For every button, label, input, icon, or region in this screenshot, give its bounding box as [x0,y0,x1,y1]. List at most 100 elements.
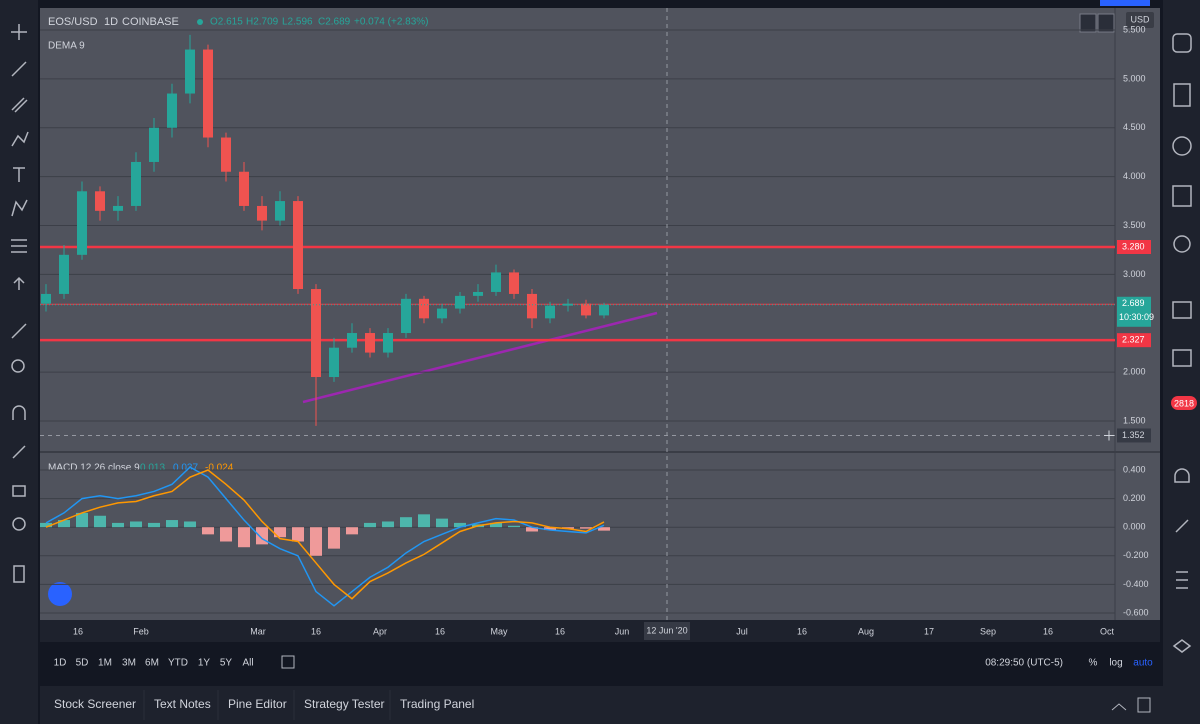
messages-button[interactable] [1172,349,1192,367]
forecast-tool[interactable] [11,239,27,253]
macd-histogram-bar [94,515,106,528]
watchlist-button[interactable] [1172,33,1192,53]
macd-histogram-bar [292,527,304,542]
layers-button[interactable] [1172,639,1192,653]
candle-body [437,308,447,319]
hotlist-button[interactable] [1176,571,1188,589]
timeframe-button[interactable]: 5Y [220,658,233,669]
zoom-tool[interactable] [11,359,25,373]
candle-body [95,191,105,211]
currency-box[interactable] [1126,12,1154,28]
macd-histogram-bar [148,522,160,528]
pattern-tool[interactable] [11,199,28,217]
timeframe-button[interactable]: 1Y [198,658,211,669]
timeframe-button[interactable]: 1D [54,658,67,669]
bottom-tab[interactable]: Strategy Tester [304,697,384,711]
fib-tool[interactable] [11,97,28,113]
macd-histogram-bar [184,521,196,528]
badge [1171,396,1197,410]
bottom-tab[interactable]: Stock Screener [54,697,136,711]
top-accent [1100,0,1150,6]
text-tool[interactable] [13,167,25,182]
crosshair-date-box [644,622,690,640]
macd-tick-label: 0.000 [1123,522,1146,532]
bottom-tab[interactable]: Text Notes [154,697,211,711]
macd-histogram-bar [112,522,124,528]
candle-body [509,272,519,294]
price-tick-label: 3.000 [1123,269,1146,279]
timeframe-button[interactable]: All [242,658,253,669]
timeframe-button[interactable]: YTD [168,658,188,669]
macd-histogram-bar [526,527,538,532]
market-status [197,19,203,25]
scale-option[interactable]: % [1089,658,1098,669]
countdown: 10:30:09 [1119,312,1154,322]
price-tick-label: 5.500 [1123,24,1146,34]
bottom-tab[interactable]: Pine Editor [228,697,287,711]
candle-body [257,205,267,221]
maximize-button[interactable] [1137,697,1151,713]
lock-tool[interactable] [12,485,26,497]
ideas-button[interactable] [1173,235,1191,253]
logo[interactable] [48,582,72,606]
time-label: Sep [980,626,996,636]
candle-body [311,289,321,378]
scroll-button[interactable] [1079,13,1097,33]
time-label: 16 [435,626,445,636]
candle-body [203,49,213,138]
arrow-tool[interactable] [13,276,25,290]
open: O2.615 [210,17,243,28]
crosshair-price-box [1117,428,1151,443]
crosshair-price: 1.352 [1122,430,1145,440]
symbol: EOS/USD [48,16,98,28]
ruler-tool[interactable] [11,323,27,339]
last-price: 2.689 [1122,298,1145,308]
details-button[interactable] [1173,83,1191,107]
scale-option[interactable]: log [1109,658,1122,669]
news-button[interactable] [1172,136,1192,156]
time-label: 16 [797,626,807,636]
candle-body [275,201,285,221]
trend-line-drawing[interactable] [302,311,658,404]
lock-drawings[interactable] [12,445,26,459]
price-tick-label: 3.500 [1123,220,1146,230]
candle-body [77,191,87,255]
time-label: Apr [373,626,387,636]
macd-histogram-bar [40,522,52,528]
candle-body [383,333,393,353]
visibility-tool[interactable] [12,517,26,531]
macd-tick-label: -0.400 [1123,579,1149,589]
timeframe-button[interactable]: 3M [122,658,136,669]
alerts-button[interactable] [1174,468,1190,483]
time-label: 16 [555,626,565,636]
macd-histogram-bar [436,518,448,528]
chat-button[interactable] [1172,301,1192,319]
macd-histogram-bar [328,527,340,549]
signal-line [45,469,605,600]
calendar-button[interactable] [1172,185,1192,207]
brush-tool[interactable] [11,131,29,147]
scale-option[interactable]: auto [1133,658,1153,669]
crosshair-tool[interactable] [11,24,27,40]
price-tick-label: 1.500 [1123,415,1146,425]
macd-histogram-bar [400,517,412,528]
collapse-button[interactable] [1111,703,1127,711]
reset-button[interactable] [1097,13,1115,33]
macd-histogram-bar [544,527,556,531]
level-label: 3.280 [1122,241,1145,251]
trendline-tool[interactable] [11,61,27,77]
timeframe-button[interactable]: 6M [145,658,159,669]
timeframe-button[interactable]: 5D [76,658,89,669]
candle-body [545,305,555,319]
data-window-button[interactable] [1175,519,1189,533]
magnet-tool[interactable] [12,405,26,420]
macd-histogram-bar [220,527,232,542]
macd-tick-label: 0.400 [1123,464,1146,474]
candle-body [455,295,465,309]
trash-tool[interactable] [13,565,25,583]
date-range-button[interactable] [281,655,295,669]
right-sidebar [1163,0,1200,724]
candle-body [41,293,51,304]
bottom-tab[interactable]: Trading Panel [400,697,474,711]
timeframe-button[interactable]: 1M [98,658,112,669]
